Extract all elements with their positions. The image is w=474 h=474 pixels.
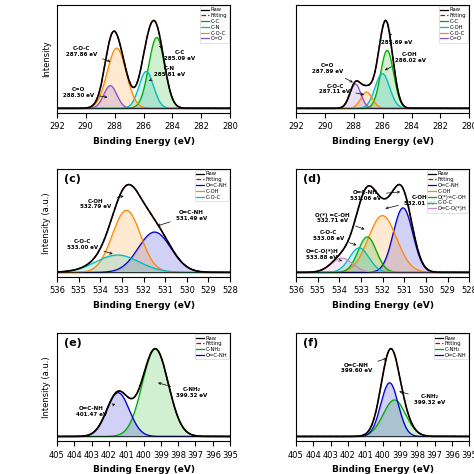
Text: C-O-C
287.11 eV: C-O-C 287.11 eV: [319, 83, 363, 95]
Text: C-O-C
533.00 eV: C-O-C 533.00 eV: [67, 239, 112, 254]
Text: O=C-NH
531.06 eV: O=C-NH 531.06 eV: [350, 190, 400, 201]
Text: C=O
288.30 eV: C=O 288.30 eV: [63, 87, 107, 98]
Text: C-NH₂
399.32 eV: C-NH₂ 399.32 eV: [400, 391, 445, 405]
Text: C-NH₂
399.32 eV: C-NH₂ 399.32 eV: [159, 383, 208, 398]
Legend: Raw, Fitting, C-C, C-OH, C-O-C, C=O: Raw, Fitting, C-C, C-OH, C-O-C, C=O: [439, 6, 468, 43]
Y-axis label: Intensity: Intensity: [42, 40, 51, 77]
X-axis label: Binding Energy (eV): Binding Energy (eV): [92, 301, 194, 310]
X-axis label: Binding Energy (eV): Binding Energy (eV): [332, 465, 434, 474]
Text: (e): (e): [64, 338, 82, 348]
Text: C-O-C
533.08 eV: C-O-C 533.08 eV: [313, 230, 356, 245]
Text: O=C-O(*)H
533.88 eV: O=C-O(*)H 533.88 eV: [306, 249, 341, 261]
Text: C-C
285.09 eV: C-C 285.09 eV: [159, 46, 195, 61]
Text: C-O-C
287.86 eV: C-O-C 287.86 eV: [66, 46, 110, 62]
Legend: Raw, Fitting, C-NH₂, O=C-NH: Raw, Fitting, C-NH₂, O=C-NH: [434, 334, 468, 359]
Y-axis label: Intensity (a.u.): Intensity (a.u.): [42, 356, 51, 418]
X-axis label: Binding Energy (eV): Binding Energy (eV): [92, 465, 194, 474]
Legend: Raw, Fitting, C-C, C-N, C-O-C, C=O: Raw, Fitting, C-C, C-N, C-O-C, C=O: [200, 6, 229, 43]
Text: C-N
285.81 eV: C-N 285.81 eV: [149, 66, 185, 81]
Legend: Raw, Fitting, O=C-NH, C-OH, C-O-C: Raw, Fitting, O=C-NH, C-OH, C-O-C: [195, 170, 229, 201]
Text: O=C-NH
401.47 eV: O=C-NH 401.47 eV: [76, 404, 115, 417]
Legend: Raw, Fitting, O=C-NH, C-OH, O(*)=C-OH, C-O-C, O=C-O(*)H: Raw, Fitting, O=C-NH, C-OH, O(*)=C-OH, C…: [427, 170, 468, 213]
Text: O=C-NH
531.49 eV: O=C-NH 531.49 eV: [158, 210, 207, 226]
Text: 285.69 eV: 285.69 eV: [382, 34, 413, 45]
Text: C-OH
286.02 eV: C-OH 286.02 eV: [385, 52, 426, 70]
Legend: Raw, Fitting, C-NH₂, O=C-NH: Raw, Fitting, C-NH₂, O=C-NH: [195, 334, 229, 359]
X-axis label: Binding Energy (eV): Binding Energy (eV): [332, 301, 434, 310]
Text: (f): (f): [303, 338, 318, 348]
Text: C-OH
532.79 eV: C-OH 532.79 eV: [80, 196, 123, 210]
Text: C-OH
532.01 eV: C-OH 532.01 eV: [386, 195, 435, 209]
Text: (d): (d): [303, 174, 321, 184]
X-axis label: Binding Energy (eV): Binding Energy (eV): [332, 137, 434, 146]
Text: O=C-NH
399.60 eV: O=C-NH 399.60 eV: [341, 358, 386, 374]
Text: C=O
287.89 eV: C=O 287.89 eV: [312, 64, 352, 82]
X-axis label: Binding Energy (eV): Binding Energy (eV): [92, 137, 194, 146]
Text: (c): (c): [64, 174, 81, 184]
Text: O(*) =C-OH
532.71 eV: O(*) =C-OH 532.71 eV: [316, 212, 364, 229]
Y-axis label: Intensity (a.u.): Intensity (a.u.): [42, 192, 51, 254]
